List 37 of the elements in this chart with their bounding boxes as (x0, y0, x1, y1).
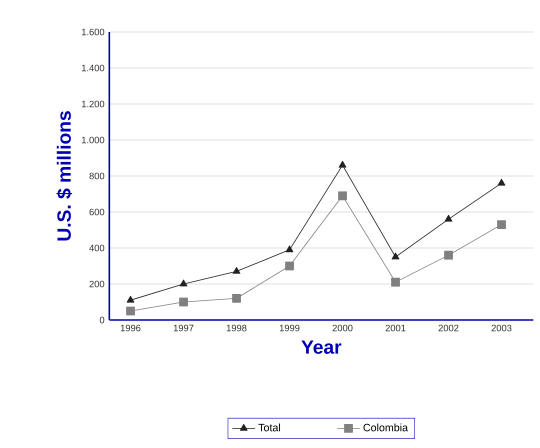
x-tick-label: 1999 (280, 324, 300, 332)
y-tick-label: 1.600 (82, 28, 104, 36)
point (498, 178, 506, 186)
y-tick-label: 400 (89, 244, 104, 252)
x-tick-label: 2002 (438, 324, 458, 332)
legend-label: Total (258, 423, 280, 432)
point (179, 298, 188, 306)
y-tick-label: 0 (100, 316, 104, 324)
x-tick-label: 2000 (332, 324, 353, 332)
x-axis-title: Year (301, 340, 342, 354)
x-tick-label: 1998 (226, 324, 247, 332)
x-tick-label: 1997 (174, 324, 194, 332)
legend-label: Colombia (364, 423, 408, 432)
point (338, 160, 346, 168)
y-tick-label: 1.200 (82, 100, 104, 108)
point (126, 296, 134, 303)
point (391, 278, 400, 287)
y-tick-label: 1.400 (82, 64, 104, 72)
point (338, 191, 347, 200)
y-axis-title: U.S. $ millions (56, 111, 72, 240)
point (444, 250, 453, 260)
point (232, 266, 240, 274)
x-tick-label: 2003 (492, 324, 512, 332)
x-tick-label: 2001 (386, 324, 406, 332)
point (180, 280, 188, 286)
y-tick-label: 200 (90, 280, 104, 288)
y-tick-label: 1.000 (82, 136, 104, 144)
point (392, 252, 400, 260)
y-tick-label: 800 (89, 172, 104, 180)
y-tick-label: 600 (90, 208, 104, 216)
point (232, 294, 241, 303)
x-tick-label: 1996 (120, 324, 140, 332)
point (286, 245, 294, 252)
point (497, 220, 506, 229)
point (126, 306, 135, 316)
point (444, 214, 452, 222)
point (285, 262, 294, 270)
